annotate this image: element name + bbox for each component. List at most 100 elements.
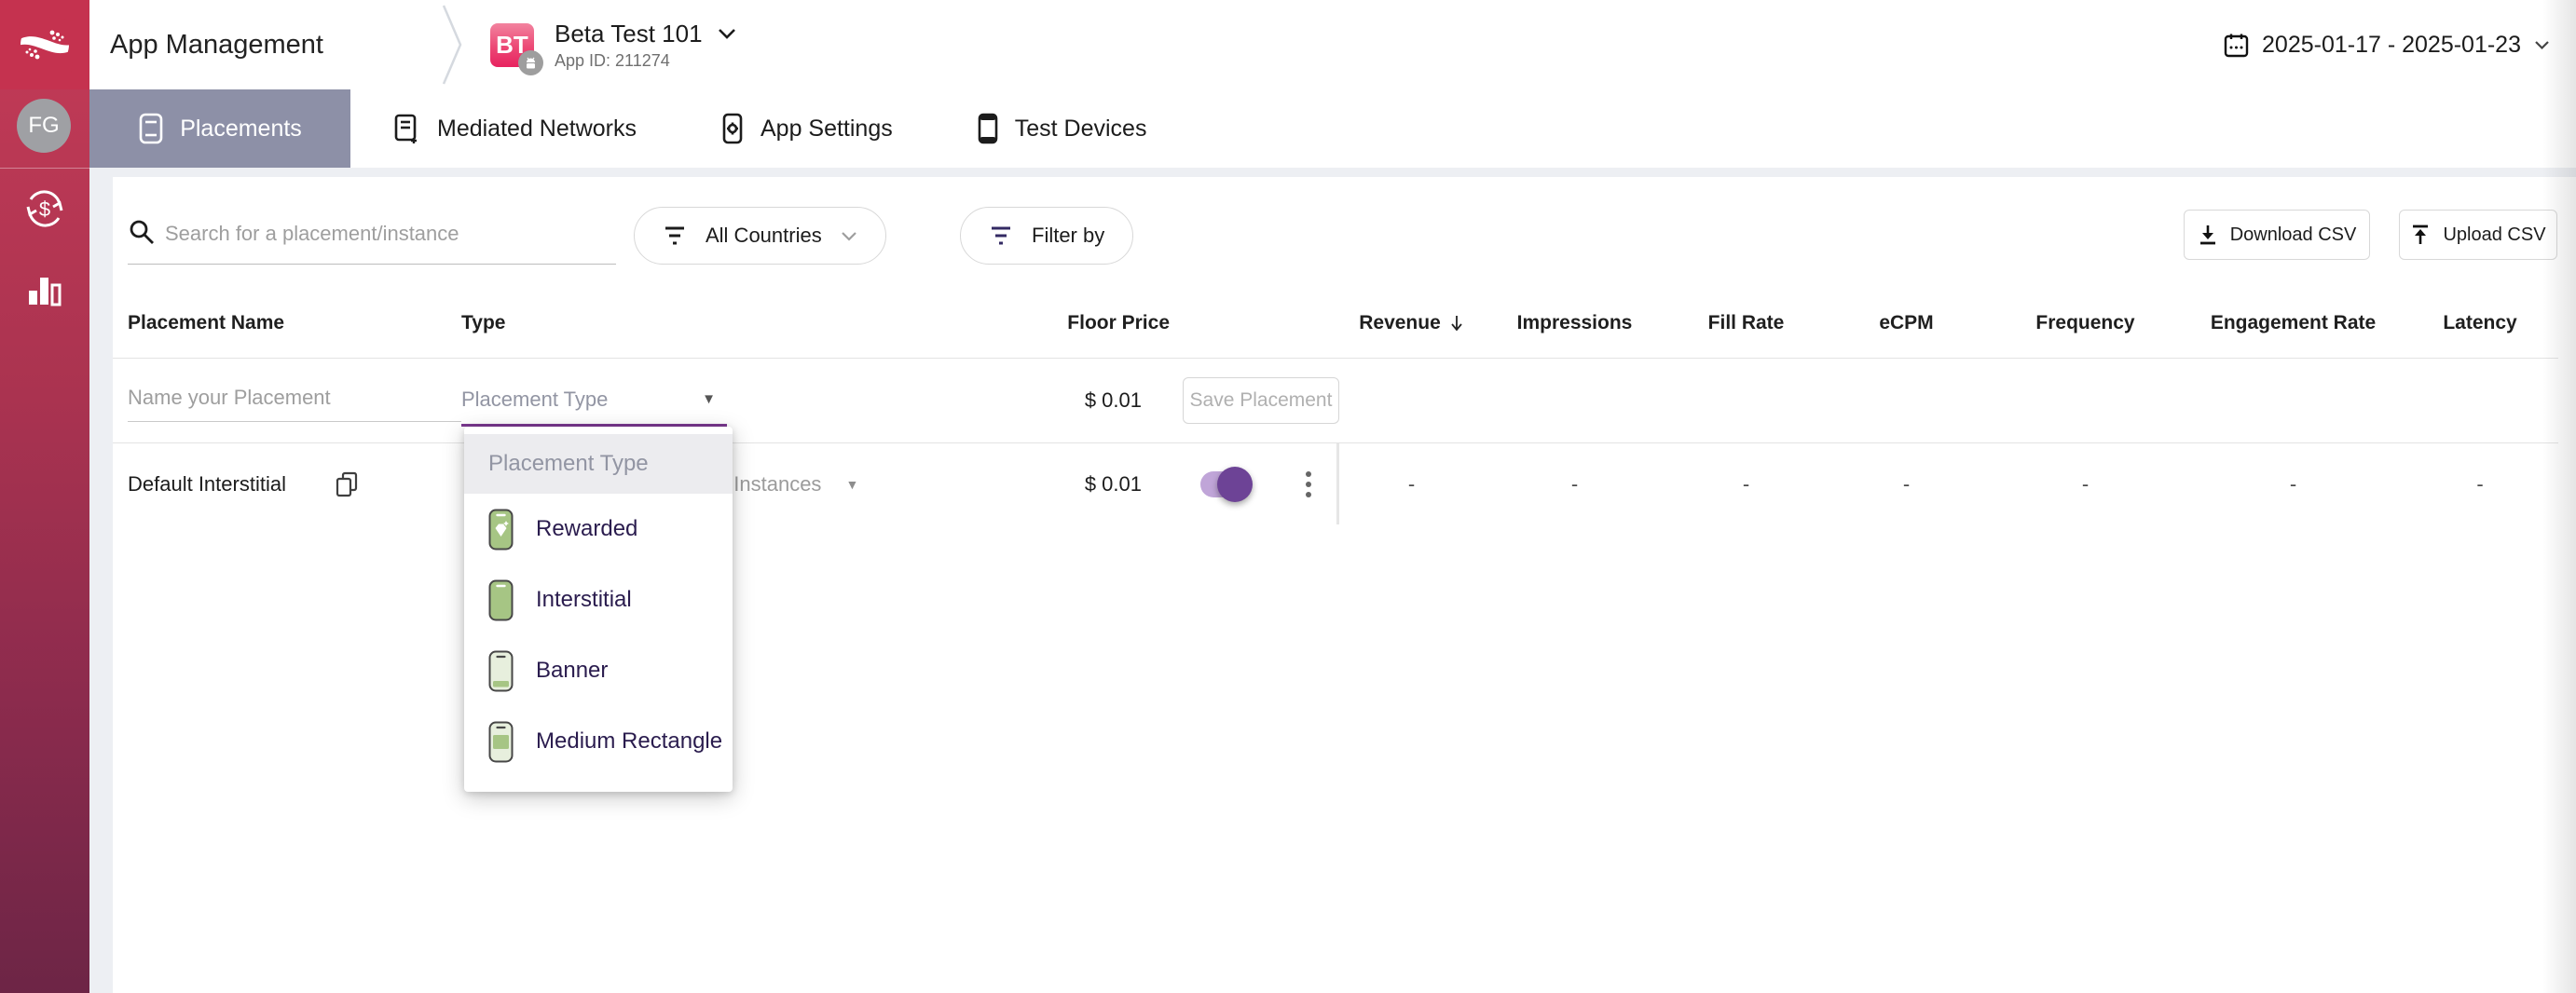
placement-type-select[interactable]: Placement Type ▼ — [461, 374, 727, 427]
column-floor-price: Floor Price — [1067, 312, 1170, 333]
filter-by-label: Filter by — [1032, 224, 1105, 247]
date-range-text: 2025-01-17 - 2025-01-23 — [2262, 31, 2521, 58]
upload-csv-button[interactable]: Upload CSV — [2399, 210, 2557, 260]
download-csv-label: Download CSV — [2229, 224, 2357, 245]
filter-icon — [665, 226, 684, 245]
kebab-menu-icon[interactable] — [1295, 464, 1322, 505]
app-name: Beta Test 101 — [555, 19, 703, 48]
filter-icon — [992, 226, 1010, 245]
column-frequency[interactable]: Frequency — [2035, 312, 2135, 333]
placement-enabled-toggle[interactable] — [1200, 466, 1253, 502]
interstitial-phone-icon — [488, 579, 514, 620]
placement-name: Default Interstitial — [128, 471, 286, 496]
android-badge-icon — [518, 49, 543, 75]
placement-type-menu-header[interactable]: Placement Type — [464, 434, 733, 494]
menu-item-label: Banner — [536, 658, 609, 683]
calendar-icon — [2224, 34, 2249, 57]
page-title: App Management — [110, 29, 323, 60]
tab-app-settings[interactable]: App Settings — [678, 89, 935, 168]
new-placement-row: Placement Type ▼ $ 0.01 Save Placement — [113, 359, 2558, 443]
monetization-icon[interactable]: $ — [0, 184, 89, 233]
column-ecpm[interactable]: eCPM — [1879, 312, 1934, 333]
app-icon: BT — [490, 22, 543, 75]
revenue-value: - — [1407, 471, 1416, 496]
column-type: Type — [461, 312, 506, 333]
search-underline — [128, 264, 616, 265]
test-devices-icon — [977, 113, 999, 144]
column-engagement-rate[interactable]: Engagement Rate — [2210, 312, 2377, 333]
fill-rate-value: - — [1742, 471, 1750, 496]
menu-item-label: Interstitial — [536, 587, 632, 612]
search-field — [128, 205, 616, 265]
brand-logo[interactable] — [0, 0, 89, 89]
floor-price-value[interactable]: $ 0.01 — [1084, 388, 1142, 412]
column-placement-name: Placement Name — [128, 312, 285, 333]
column-revenue[interactable]: Revenue — [1339, 312, 1484, 334]
column-impressions[interactable]: Impressions — [1516, 312, 1633, 333]
menu-item-interstitial[interactable]: Interstitial — [464, 565, 733, 635]
dropdown-arrow-icon: ▼ — [702, 391, 716, 407]
tab-label: App Settings — [760, 115, 893, 142]
download-csv-button[interactable]: Download CSV — [2184, 210, 2370, 260]
bar-chart-icon[interactable] — [0, 266, 89, 309]
search-input[interactable] — [165, 212, 616, 255]
chevron-down-icon[interactable] — [718, 28, 736, 39]
search-icon — [128, 218, 156, 251]
latency-value: - — [2476, 471, 2484, 496]
tab-label: Placements — [180, 115, 302, 142]
sort-descending-icon[interactable] — [1449, 314, 1464, 333]
countries-filter-label: All Countries — [706, 224, 822, 247]
app-selector[interactable]: BT Beta Test 101 App ID — [490, 0, 736, 89]
impressions-value: - — [1570, 471, 1579, 496]
sidebar: FG $ — [0, 0, 89, 993]
engagement-rate-value: - — [2289, 471, 2297, 496]
chevron-down-icon — [2535, 40, 2549, 49]
tab-label: Test Devices — [1014, 115, 1147, 142]
rewarded-phone-icon — [488, 509, 514, 550]
menu-item-label: Rewarded — [536, 516, 638, 541]
tab-placements[interactable]: Placements — [89, 89, 350, 168]
dropdown-arrow-icon: ▼ — [845, 476, 859, 492]
tab-mediated-networks[interactable]: Mediated Networks — [351, 89, 678, 168]
banner-phone-icon — [488, 650, 514, 691]
mediated-networks-icon — [393, 113, 421, 144]
ecpm-value: - — [1902, 471, 1911, 496]
placement-type-menu: Placement Type Rewarded Interstitial — [464, 427, 733, 792]
tab-test-devices[interactable]: Test Devices — [935, 89, 1189, 168]
copy-icon[interactable] — [335, 470, 359, 498]
toggle-knob — [1217, 466, 1253, 502]
svg-text:$: $ — [39, 197, 50, 221]
upload-csv-label: Upload CSV — [2443, 224, 2546, 245]
menu-item-label: Medium Rectangle — [536, 728, 723, 754]
tab-label: Mediated Networks — [437, 115, 637, 142]
sidebar-divider — [0, 168, 89, 169]
table-header-row: Placement Name Type Floor Price Revenue … — [113, 289, 2558, 359]
frequency-value: - — [2081, 471, 2090, 496]
column-actions — [1170, 289, 1339, 358]
download-icon — [2199, 225, 2215, 245]
medium-rectangle-phone-icon — [488, 721, 514, 762]
menu-item-banner[interactable]: Banner — [464, 635, 733, 706]
top-header: App Management BT Beta Test 101 — [89, 0, 2576, 89]
brand-swirl-icon — [17, 17, 73, 73]
filter-by-button[interactable]: Filter by — [960, 207, 1134, 265]
column-fill-rate[interactable]: Fill Rate — [1707, 312, 1785, 333]
save-placement-button[interactable]: Save Placement — [1183, 377, 1339, 424]
app-settings-icon — [720, 113, 745, 144]
floor-price-value[interactable]: $ 0.01 — [1084, 471, 1142, 496]
menu-item-medium-rectangle[interactable]: Medium Rectangle — [464, 706, 733, 777]
app-id: App ID: 211274 — [555, 50, 670, 70]
user-avatar[interactable]: FG — [17, 99, 71, 153]
placement-name-input[interactable] — [128, 379, 461, 422]
countries-filter-button[interactable]: All Countries — [634, 207, 886, 265]
menu-item-rewarded[interactable]: Rewarded — [464, 494, 733, 565]
upload-icon — [2413, 224, 2429, 244]
placement-type-placeholder: Placement Type — [461, 387, 609, 411]
date-range-picker[interactable]: 2025-01-17 - 2025-01-23 — [2224, 0, 2550, 89]
column-latency[interactable]: Latency — [2443, 312, 2517, 333]
breadcrumb-chevron-icon — [442, 5, 462, 85]
chevron-down-icon — [841, 231, 856, 241]
placements-icon — [138, 113, 164, 144]
app-tabs: Placements Mediated Networks — [89, 89, 2576, 168]
